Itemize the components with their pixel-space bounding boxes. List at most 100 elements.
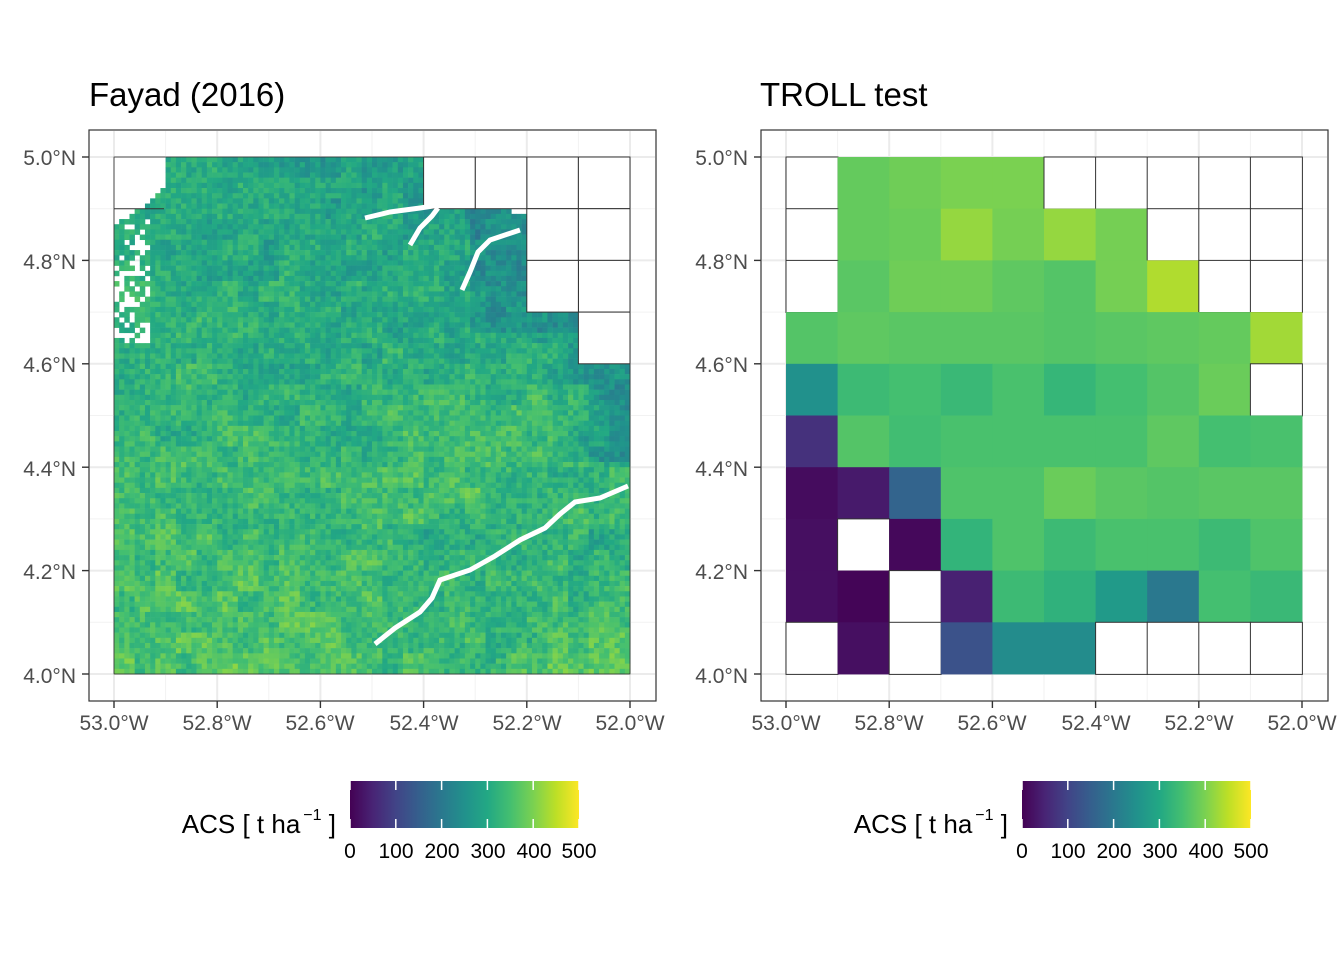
fayad-pixel — [341, 358, 347, 365]
fayad-pixel — [284, 157, 290, 163]
fayad-pixel — [361, 327, 368, 334]
fayad-pixel — [516, 399, 522, 406]
fayad-pixel — [114, 301, 120, 308]
fayad-pixel — [387, 270, 393, 277]
fayad-pixel — [248, 425, 254, 432]
fayad-pixel — [268, 281, 275, 287]
fayad-pixel — [304, 379, 311, 385]
fayad-pixel — [366, 177, 373, 184]
fayad-pixel — [201, 182, 208, 189]
fayad-pixel — [392, 193, 399, 199]
fayad-pixel — [206, 394, 213, 401]
fayad-pixel — [191, 322, 197, 328]
fayad-pixel — [387, 317, 393, 323]
fayad-pixel — [568, 436, 574, 442]
fayad-pixel — [387, 244, 393, 251]
fayad-pixel — [511, 394, 517, 401]
fayad-pixel — [382, 270, 388, 277]
fayad-pixel — [501, 368, 507, 375]
fayad-pixel — [227, 182, 233, 189]
fayad-pixel — [284, 368, 290, 375]
fayad-pixel — [537, 312, 543, 318]
fayad-pixel — [361, 337, 368, 344]
fayad-pixel — [335, 425, 342, 432]
fayad-pixel — [304, 275, 311, 282]
fayad-pixel — [227, 405, 233, 411]
fayad-pixel — [449, 281, 455, 287]
fayad-pixel — [310, 208, 316, 215]
fayad-pixel — [511, 255, 517, 261]
fayad-pixel — [273, 281, 280, 287]
fayad-pixel — [175, 306, 182, 313]
fayad-pixel — [495, 384, 502, 390]
fayad-pixel — [175, 348, 182, 354]
fayad-pixel — [573, 384, 579, 390]
fayad-pixel — [134, 291, 141, 297]
fayad-pixel — [212, 219, 218, 225]
fayad-pixel — [449, 224, 455, 230]
fayad-pixel — [325, 203, 332, 209]
fayad-pixel — [433, 219, 440, 225]
fayad-pixel — [516, 405, 522, 411]
fayad-pixel — [227, 425, 233, 432]
fayad-pixel — [346, 219, 352, 225]
fayad-pixel — [475, 301, 481, 308]
fayad-pixel — [490, 265, 497, 272]
fayad-pixel — [454, 291, 461, 297]
fayad-pixel — [165, 399, 172, 406]
fayad-pixel — [495, 296, 502, 303]
fayad-pixel — [222, 265, 228, 272]
fayad-pixel — [330, 188, 337, 194]
fayad-pixel — [144, 425, 151, 432]
fayad-pixel — [212, 322, 218, 328]
fayad-pixel — [243, 291, 249, 297]
fayad-pixel — [402, 337, 409, 344]
fayad-pixel — [552, 322, 559, 328]
fayad-pixel — [366, 301, 373, 308]
fayad-pixel — [237, 399, 244, 406]
fayad-pixel — [413, 415, 419, 421]
fayad-pixel — [114, 337, 120, 344]
fayad-pixel — [341, 332, 347, 339]
fayad-pixel — [542, 399, 548, 406]
fayad-pixel — [408, 312, 414, 318]
fayad-pixel — [526, 343, 533, 349]
fayad-pixel — [150, 389, 156, 396]
fayad-pixel — [206, 286, 213, 292]
fayad-pixel — [475, 368, 481, 375]
fayad-pixel — [366, 193, 373, 199]
fayad-pixel — [170, 322, 177, 328]
fayad-pixel — [268, 198, 275, 204]
fayad-pixel — [459, 229, 466, 235]
fayad-pixel — [392, 358, 399, 365]
fayad-pixel — [423, 368, 430, 375]
fayad-pixel — [531, 374, 538, 380]
fayad-pixel — [289, 229, 295, 235]
fayad-pixel — [175, 431, 182, 437]
fayad-pixel — [201, 198, 208, 204]
fayad-pixel — [485, 281, 491, 287]
fayad-pixel — [356, 286, 362, 292]
fayad-pixel — [470, 286, 476, 292]
fayad-pixel — [377, 265, 383, 272]
fayad-pixel — [237, 286, 244, 292]
fayad-pixel — [377, 410, 383, 416]
fayad-pixel — [557, 399, 564, 406]
fayad-pixel — [268, 358, 275, 365]
fayad-pixel — [542, 348, 548, 354]
fayad-pixel — [516, 389, 522, 396]
fayad-pixel — [392, 332, 399, 339]
fayad-pixel — [243, 343, 249, 349]
fayad-pixel — [531, 353, 538, 359]
fayad-pixel — [531, 425, 538, 432]
fayad-pixel — [186, 363, 192, 370]
fayad-pixel — [201, 441, 208, 447]
fayad-pixel — [217, 363, 223, 370]
fayad-pixel — [273, 270, 280, 277]
fayad-pixel — [268, 224, 275, 230]
fayad-pixel — [155, 348, 161, 354]
fayad-pixel — [119, 296, 125, 303]
fayad-pixel — [361, 389, 368, 396]
fayad-pixel — [531, 389, 538, 396]
fayad-pixel — [201, 162, 208, 168]
